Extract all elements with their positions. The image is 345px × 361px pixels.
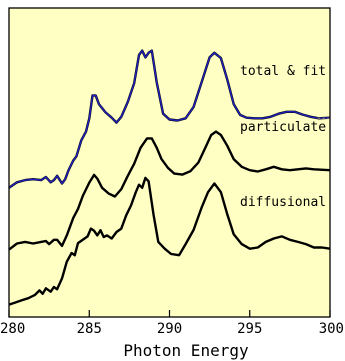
x-tick-label-280: 280	[0, 321, 25, 337]
x-axis: 280 285 290 295 300	[0, 310, 344, 337]
x-tick-label-295: 295	[237, 321, 262, 337]
x-axis-label: Photon Energy	[123, 341, 249, 360]
series-label-total-fit: total & fit	[240, 64, 326, 79]
series-line-4	[8, 176, 331, 306]
series-group	[8, 49, 331, 306]
x-tick-label-285: 285	[77, 321, 102, 337]
series-labels: total & fit particulate diffusional	[240, 64, 326, 210]
series-label-particulate: particulate	[240, 120, 326, 135]
plot-area	[9, 8, 330, 317]
series-line-3	[8, 130, 331, 251]
x-tick-label-290: 290	[157, 321, 182, 337]
series-line-1	[8, 49, 331, 189]
series-label-diffusional: diffusional	[240, 195, 326, 210]
x-tick-label-300: 300	[319, 321, 344, 337]
